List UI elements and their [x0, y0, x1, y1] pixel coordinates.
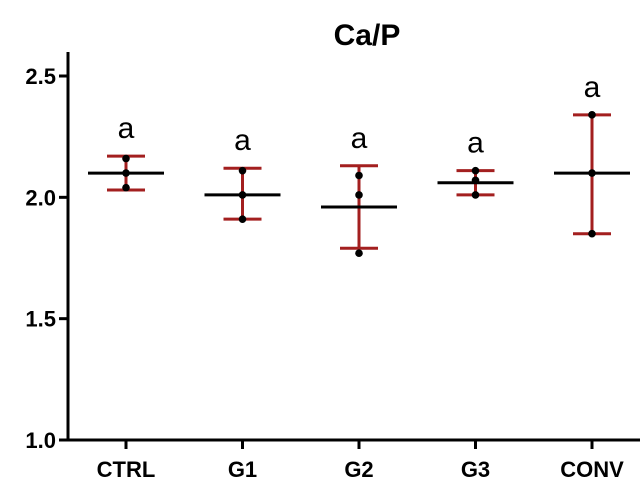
x-tick-label: G1	[228, 457, 257, 482]
data-point	[355, 191, 363, 199]
group-g1: a	[204, 124, 281, 223]
data-point	[588, 169, 596, 177]
group-g3: a	[437, 127, 514, 199]
significance-label: a	[351, 122, 368, 155]
y-axis: 1.0 1.5 2.0 2.5	[25, 52, 70, 453]
y-tick-label: 2.0	[25, 185, 56, 210]
group-ctrl: a	[88, 112, 164, 192]
data-point	[122, 154, 130, 163]
significance-label: a	[467, 127, 484, 160]
x-tick-label: G3	[461, 457, 490, 482]
x-axis: CTRL G1 G2 G3 CONV	[68, 438, 640, 482]
data-point	[122, 169, 130, 177]
x-tick-label: CTRL	[97, 457, 156, 482]
data-point	[238, 166, 247, 175]
significance-label: a	[584, 71, 601, 104]
data-point	[355, 249, 363, 257]
y-tick-label: 2.5	[25, 64, 56, 89]
data-point	[588, 229, 596, 238]
plot-area: a a a a a	[88, 71, 630, 257]
group-conv: a	[554, 71, 630, 238]
chart-title: Ca/P	[334, 19, 401, 52]
data-point	[355, 171, 363, 180]
group-g2: a	[321, 122, 397, 257]
significance-label: a	[118, 112, 135, 145]
data-point	[471, 166, 480, 175]
y-tick-label: 1.5	[25, 307, 56, 332]
x-tick-label: G2	[344, 457, 373, 482]
y-tick-label: 1.0	[25, 428, 56, 453]
data-point	[471, 191, 480, 199]
data-point	[122, 183, 130, 192]
data-point	[238, 191, 247, 199]
data-point	[471, 176, 480, 185]
data-point	[588, 111, 596, 119]
data-point	[238, 215, 247, 223]
x-tick-label: CONV	[560, 457, 624, 482]
significance-label: a	[234, 124, 251, 157]
